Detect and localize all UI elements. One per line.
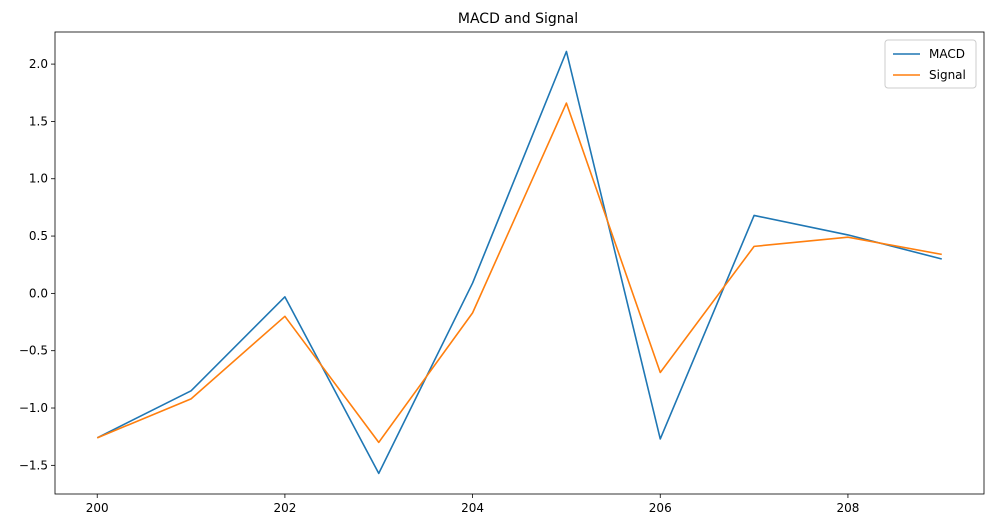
y-tick-label: −1.5 xyxy=(19,458,48,472)
series-line-macd xyxy=(96,50,942,475)
series-layer xyxy=(96,50,942,475)
x-axis: 200 202 204 206 208 xyxy=(86,494,859,515)
x-tick-label: 206 xyxy=(649,501,672,515)
legend-label-macd: MACD xyxy=(929,47,965,61)
x-tick-label: 202 xyxy=(273,501,296,515)
y-tick-label: −0.5 xyxy=(19,344,48,358)
y-tick-label: 1.5 xyxy=(29,114,48,128)
series-line-signal xyxy=(96,102,942,444)
chart-title: MACD and Signal xyxy=(458,11,578,27)
legend-label-signal: Signal xyxy=(929,68,966,82)
x-tick-label: 200 xyxy=(86,501,109,515)
legend-box xyxy=(884,39,977,89)
y-tick-label: −1.0 xyxy=(19,401,48,415)
y-tick-label: 0.0 xyxy=(29,286,48,300)
y-axis: −1.5 −1.0 −0.5 0.0 0.5 1.0 1.5 2.0 xyxy=(19,57,55,472)
x-tick-label: 208 xyxy=(836,501,859,515)
y-tick-label: 2.0 xyxy=(29,57,48,71)
plot-frame xyxy=(54,31,985,495)
legend: MACD Signal xyxy=(884,39,977,89)
x-tick-label: 204 xyxy=(461,501,484,515)
plot-area xyxy=(54,31,985,495)
y-tick-label: 0.5 xyxy=(29,229,48,243)
y-tick-label: 1.0 xyxy=(29,172,48,186)
